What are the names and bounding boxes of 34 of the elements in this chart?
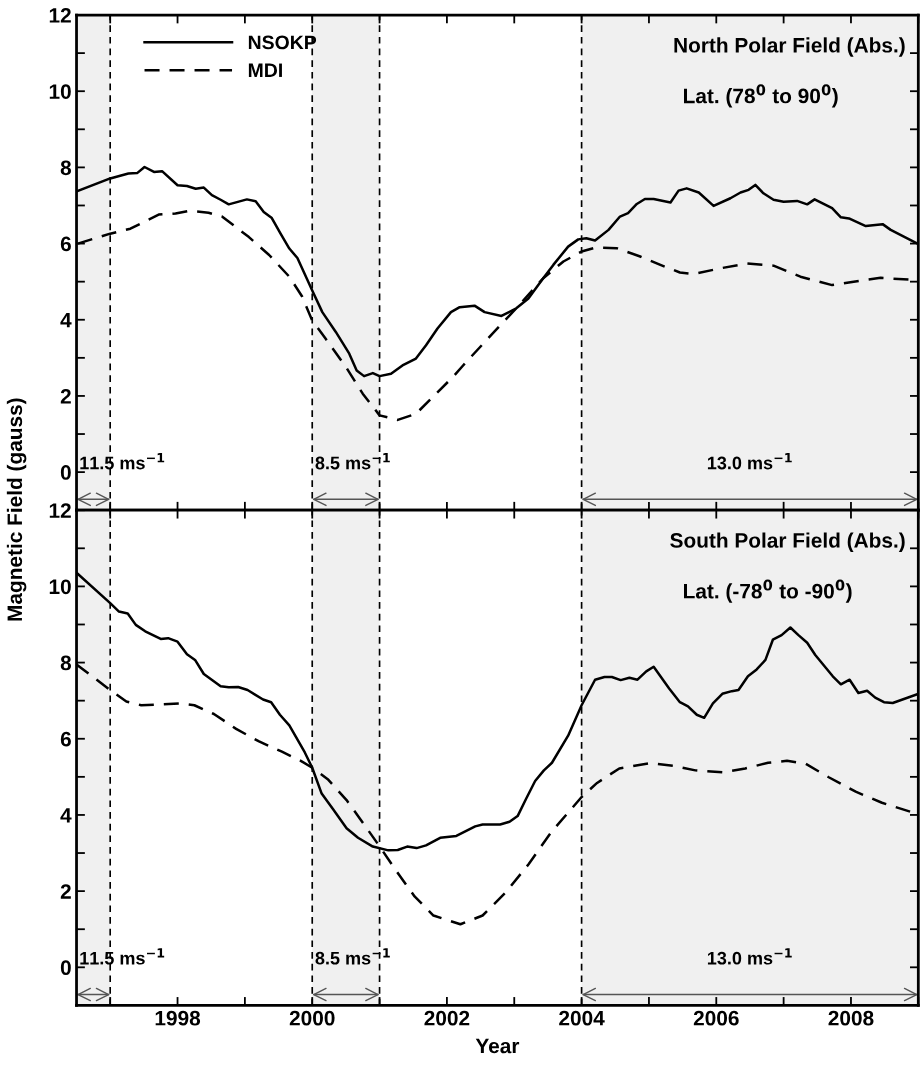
y-tick-label: 0 — [60, 465, 71, 480]
y-tick-label: 6 — [60, 236, 71, 252]
band-label: 13.0 ms$^{−1}$ — [707, 453, 792, 470]
x-tick-label: 2000 — [289, 1010, 335, 1026]
y-tick-label: 4 — [60, 808, 72, 823]
y-tick-label: 0 — [60, 960, 71, 976]
text: Lat. (78$^{0}$ to 90$^{0}$) — [684, 84, 838, 108]
y-tick-label: 4 — [60, 312, 72, 328]
text: South Polar Field (Abs.) — [670, 532, 905, 552]
x-tick-label: 2008 — [828, 1010, 874, 1026]
y-tick-label: 10 — [49, 579, 71, 595]
band-label: 8.5 ms$^{−1}$ — [315, 948, 390, 965]
y-tick-label: 10 — [49, 84, 71, 99]
y-tick-label: 8 — [60, 655, 72, 671]
y-tick-label: 6 — [60, 731, 71, 747]
text: North Polar Field (Abs.) — [674, 37, 905, 57]
x-tick-label: 2004 — [559, 1010, 605, 1026]
band-label: 13.0 ms$^{−1}$ — [707, 948, 792, 965]
y-tick-label: 12 — [49, 503, 71, 518]
y-tick-label: 12 — [49, 8, 71, 23]
y-axis-title: Magnetic Field (gauss) — [6, 398, 27, 621]
x-tick-label: 1998 — [155, 1010, 201, 1026]
legend-label: MDI — [248, 63, 282, 77]
y-tick-label: 8 — [60, 160, 72, 176]
band-label: 11.5 ms$^{−1}$ — [80, 948, 165, 965]
x-tick-label: 2002 — [424, 1010, 470, 1026]
y-tick-label: 2 — [60, 884, 71, 899]
y-tick-label: 2 — [60, 388, 71, 404]
text: Lat. (-78$^{0}$ to -90$^{0}$) — [684, 579, 852, 603]
legend-label: NSOKP — [248, 35, 317, 50]
x-axis-title: Year — [475, 1038, 520, 1054]
band-label: 8.5 ms$^{−1}$ — [315, 453, 390, 470]
band-label: 11.5 ms$^{−1}$ — [80, 453, 165, 470]
x-tick-label: 2006 — [693, 1010, 739, 1026]
